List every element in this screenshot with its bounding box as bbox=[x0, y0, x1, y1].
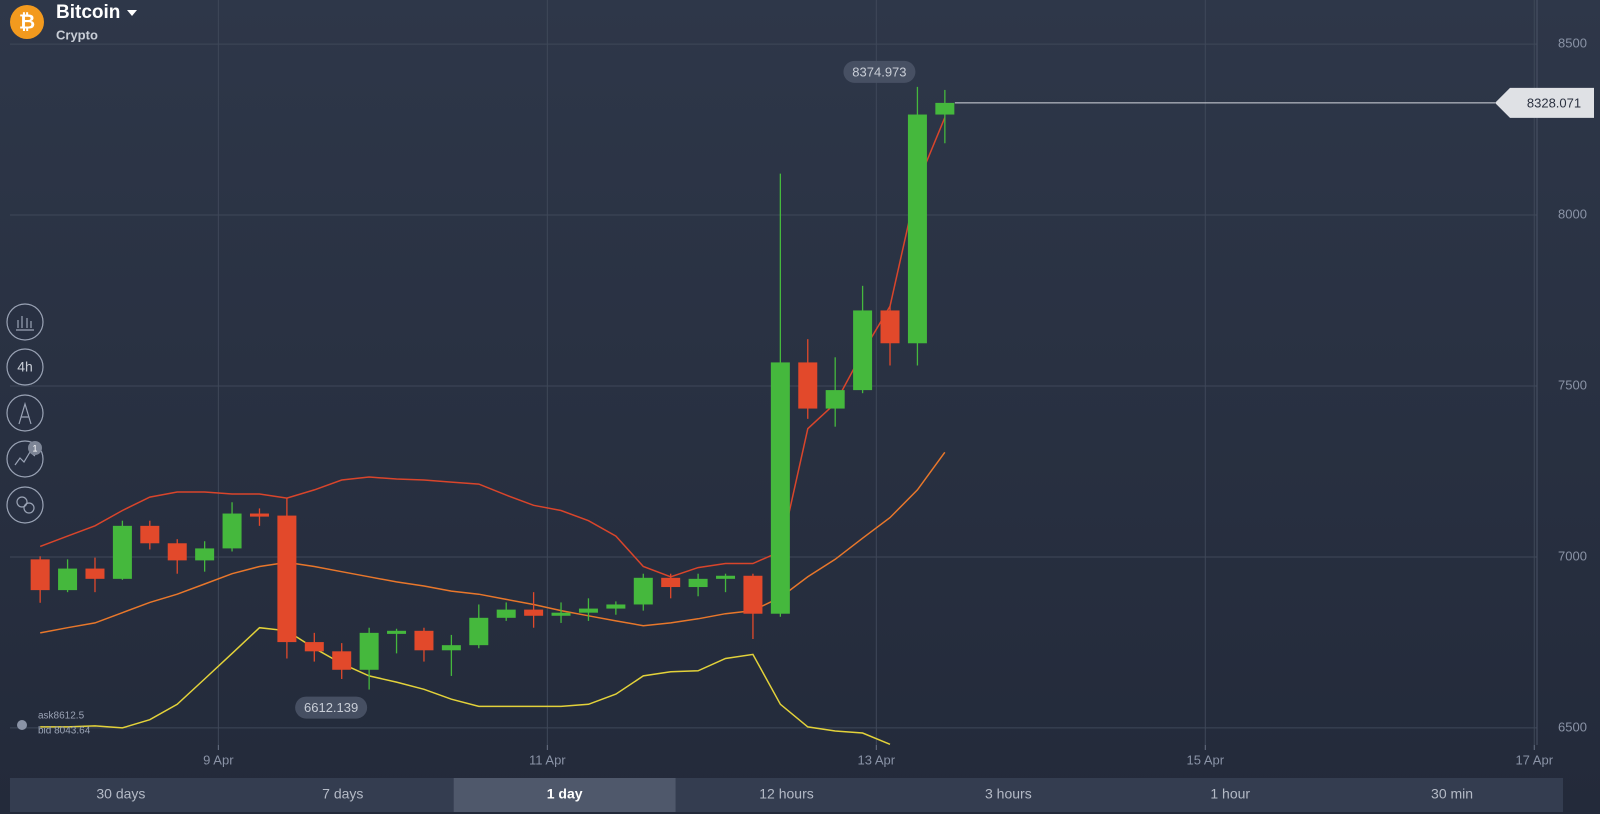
chart-type-button[interactable] bbox=[6, 303, 44, 341]
x-tick-label: 15 Apr bbox=[1186, 752, 1224, 767]
tools-icon bbox=[23, 502, 35, 514]
candle-body bbox=[441, 645, 461, 651]
candle-body bbox=[853, 310, 873, 391]
badge bbox=[28, 441, 42, 455]
interval-label: 4h bbox=[17, 359, 33, 375]
draw-button[interactable] bbox=[6, 394, 44, 432]
toolbar bbox=[6, 303, 44, 524]
candle-body bbox=[606, 604, 626, 609]
candle-body bbox=[332, 651, 352, 670]
timeframe-label[interactable]: 30 min bbox=[1431, 786, 1473, 802]
timeframe-label[interactable]: 1 hour bbox=[1210, 786, 1250, 802]
candle-body bbox=[496, 609, 516, 618]
high-label: 8374.973 bbox=[852, 64, 906, 79]
price-tag-label: 8328.071 bbox=[1527, 95, 1581, 110]
low-label-bg bbox=[295, 696, 368, 719]
candle-body bbox=[387, 630, 407, 634]
timeframe-label[interactable]: 7 days bbox=[322, 786, 363, 802]
candle-body bbox=[277, 515, 297, 643]
candle-body bbox=[30, 559, 50, 591]
candle-body bbox=[716, 575, 736, 579]
high-label-bg bbox=[843, 60, 916, 83]
timeframe-label[interactable]: 30 days bbox=[96, 786, 145, 802]
x-tick-label: 9 Apr bbox=[203, 752, 234, 767]
asset-title[interactable]: Bitcoin bbox=[56, 2, 120, 23]
candle-body bbox=[85, 568, 105, 579]
timeframe-label[interactable]: 12 hours bbox=[759, 786, 813, 802]
tools-icon bbox=[16, 496, 28, 508]
ask-price: ask8612.5 bbox=[38, 711, 85, 722]
price-tag bbox=[1495, 87, 1594, 118]
badge-count: 1 bbox=[32, 443, 37, 453]
candle-body bbox=[167, 543, 187, 561]
candle-body bbox=[195, 548, 215, 561]
candle-body bbox=[661, 577, 681, 588]
candle-body bbox=[112, 525, 132, 579]
candle-body bbox=[58, 568, 78, 591]
candle-body bbox=[825, 390, 845, 409]
logo-symbol: ₿ bbox=[19, 11, 35, 33]
candle-body bbox=[935, 102, 955, 115]
candle-body bbox=[140, 525, 160, 544]
x-tick-label: 17 Apr bbox=[1515, 752, 1553, 767]
candle-body bbox=[524, 609, 544, 616]
draw-icon bbox=[18, 401, 32, 425]
x-tick-label: 11 Apr bbox=[529, 752, 566, 767]
candle-body bbox=[414, 630, 434, 651]
candle-body bbox=[798, 362, 818, 409]
low-label: 6612.139 bbox=[304, 700, 358, 715]
candle-body bbox=[633, 577, 653, 605]
candle-body bbox=[359, 632, 379, 670]
timeframe-label[interactable]: 1 day bbox=[547, 786, 583, 802]
timeframe-bar-bg bbox=[10, 778, 1563, 812]
candle-body bbox=[551, 612, 571, 616]
candle-body bbox=[469, 617, 489, 646]
timeframe-bar: 30 days 7 days 1 day 12 hours 3 hours 1 hour 3… bbox=[10, 778, 1563, 812]
candle-body bbox=[578, 608, 598, 613]
plot-area: 6500 7000 7500 8000 8500 9 Apr 11 Apr 13 Apr 15 … bbox=[10, 0, 1594, 767]
candle-body bbox=[249, 513, 269, 517]
indicator-line bbox=[40, 451, 946, 634]
candle-body bbox=[688, 578, 708, 588]
bid-price: bid 8043.64 bbox=[38, 726, 91, 737]
y-tick-label: 7000 bbox=[1558, 548, 1587, 563]
timeframe-label[interactable]: 3 hours bbox=[985, 786, 1032, 802]
y-tick-label: 8500 bbox=[1558, 36, 1587, 51]
candle-body bbox=[304, 642, 324, 652]
candle-body bbox=[880, 310, 900, 344]
dropdown-arrow[interactable] bbox=[127, 10, 137, 16]
timeframe-tab[interactable] bbox=[453, 778, 676, 812]
asset-subtitle: Crypto bbox=[56, 27, 98, 42]
candle-body bbox=[907, 114, 927, 344]
chart-type-icon bbox=[16, 316, 34, 331]
indicator-line bbox=[40, 626, 891, 745]
candle-body bbox=[743, 575, 763, 614]
candle-body bbox=[222, 513, 242, 549]
indicator-line bbox=[39, 117, 946, 578]
y-tick-label: 8000 bbox=[1558, 206, 1587, 221]
x-tick-label: 13 Apr bbox=[858, 752, 896, 767]
y-tick-label: 6500 bbox=[1558, 719, 1587, 734]
candle-body bbox=[770, 362, 790, 614]
interval-button[interactable] bbox=[6, 348, 44, 386]
logo bbox=[10, 5, 44, 39]
y-tick-label: 7500 bbox=[1558, 377, 1587, 392]
info-icon[interactable] bbox=[17, 720, 27, 730]
